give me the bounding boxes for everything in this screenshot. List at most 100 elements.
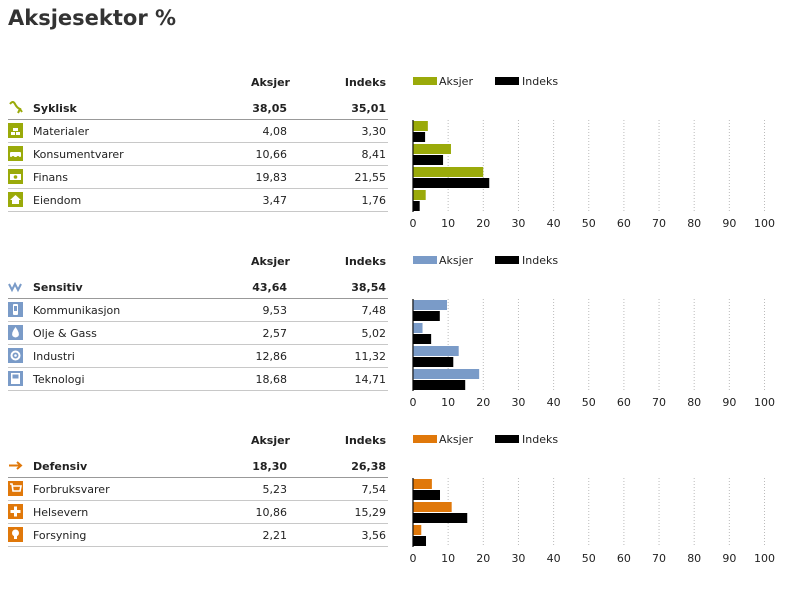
bar-aksjer <box>413 190 426 200</box>
row-indeks: 7,48 <box>361 304 387 317</box>
x-tick-label: 70 <box>652 396 666 409</box>
bar-aksjer <box>413 479 432 489</box>
total-indeks: 38,54 <box>351 281 386 294</box>
x-tick-label: 100 <box>754 552 775 565</box>
total-label: Syklisk <box>33 102 77 115</box>
x-tick-label: 50 <box>582 396 596 409</box>
bar-aksjer <box>413 525 422 535</box>
row-aksjer: 9,53 <box>262 304 288 317</box>
x-tick-label: 40 <box>547 396 561 409</box>
x-tick-label: 30 <box>511 396 525 409</box>
table-row: Finans 19,83 21,55 <box>8 166 388 189</box>
finance-icon <box>8 169 23 184</box>
section-cyclical: Aksjer Indeks Aksjer Indeks Syklisk 38,0… <box>0 75 791 236</box>
row-label: Teknologi <box>33 373 85 386</box>
x-tick-label: 20 <box>476 552 490 565</box>
sector-total-row: Sensitiv 43,64 38,54 <box>8 276 388 299</box>
row-indeks: 21,55 <box>354 171 387 184</box>
row-label: Forbruksvarer <box>33 483 110 496</box>
row-indeks: 14,71 <box>354 373 387 386</box>
x-tick-label: 90 <box>722 217 736 230</box>
industrials-icon <box>8 348 23 363</box>
x-tick-label: 60 <box>617 396 631 409</box>
bar-indeks <box>413 155 444 165</box>
bar-indeks <box>413 380 466 390</box>
x-tick-label: 40 <box>547 552 561 565</box>
bar-indeks <box>413 178 490 188</box>
legend-swatch-aksjer <box>413 435 437 443</box>
legend-swatch-indeks <box>495 435 519 443</box>
x-tick-label: 50 <box>582 552 596 565</box>
row-label: Finans <box>33 171 68 184</box>
x-tick-label: 100 <box>754 396 775 409</box>
row-label: Kommunikasjon <box>33 304 121 317</box>
x-tick-label: 80 <box>687 396 701 409</box>
section-sensitive: Aksjer Indeks Aksjer Indeks Sensitiv 43,… <box>0 254 791 415</box>
total-indeks: 35,01 <box>351 102 386 115</box>
technology-icon <box>8 371 23 386</box>
consumer-cyclical-icon <box>8 146 23 161</box>
x-tick-label: 30 <box>511 552 525 565</box>
legend-label-aksjer: Aksjer <box>439 254 473 267</box>
row-label: Konsumentvarer <box>33 148 124 161</box>
row-indeks: 3,56 <box>361 529 387 542</box>
bar-aksjer <box>413 121 428 131</box>
bar-indeks <box>413 311 440 321</box>
sector-total-row: Defensiv 18,30 26,38 <box>8 455 388 478</box>
legend-swatch-indeks <box>495 256 519 264</box>
x-tick-label: 70 <box>652 217 666 230</box>
row-indeks: 5,02 <box>361 327 387 340</box>
legend-swatch-indeks <box>495 77 519 85</box>
bar-aksjer <box>413 502 452 512</box>
legend-label-indeks: Indeks <box>522 254 559 267</box>
bar-aksjer <box>413 323 423 333</box>
table-row: Forbruksvarer 5,23 7,54 <box>8 478 388 501</box>
oil-gas-icon <box>8 325 23 340</box>
row-aksjer: 2,57 <box>262 327 288 340</box>
row-indeks: 3,30 <box>361 125 387 138</box>
x-tick-label: 0 <box>410 552 417 565</box>
bar-indeks <box>413 201 420 211</box>
table-row: Teknologi 18,68 14,71 <box>8 368 388 391</box>
row-aksjer: 10,86 <box>255 506 288 519</box>
row-label: Forsyning <box>33 529 87 542</box>
column-header-aksjer: Aksjer <box>250 255 290 268</box>
bar-indeks <box>413 513 468 523</box>
bar-indeks <box>413 536 427 546</box>
bar-aksjer <box>413 369 480 379</box>
x-tick-label: 40 <box>547 217 561 230</box>
x-tick-label: 60 <box>617 217 631 230</box>
real-estate-icon <box>8 192 23 207</box>
bar-aksjer <box>413 346 459 356</box>
row-aksjer: 4,08 <box>262 125 288 138</box>
row-aksjer: 19,83 <box>255 171 288 184</box>
total-label: Sensitiv <box>33 281 83 294</box>
materials-icon <box>8 123 23 138</box>
page-title: Aksjesektor % <box>8 6 177 30</box>
x-tick-label: 20 <box>476 217 490 230</box>
total-indeks: 26,38 <box>351 460 386 473</box>
legend-swatch-aksjer <box>413 256 437 264</box>
bar-indeks <box>413 357 454 367</box>
legend-swatch-aksjer <box>413 77 437 85</box>
row-label: Helsevern <box>33 506 89 519</box>
utilities-icon <box>8 527 23 542</box>
x-tick-label: 80 <box>687 552 701 565</box>
communication-icon <box>8 302 23 317</box>
x-tick-label: 0 <box>410 217 417 230</box>
row-aksjer: 10,66 <box>255 148 288 161</box>
consumer-defensive-icon <box>8 481 23 496</box>
table-row: Eiendom 3,47 1,76 <box>8 189 388 212</box>
row-label: Materialer <box>33 125 89 138</box>
bar-chart-sensitive: 0 10 20 30 40 50 60 70 80 90 100 <box>410 299 775 409</box>
row-indeks: 8,41 <box>361 148 387 161</box>
row-label: Industri <box>33 350 75 363</box>
row-aksjer: 2,21 <box>262 529 288 542</box>
sector-total-row: Syklisk 38,05 35,01 <box>8 97 388 120</box>
column-header-indeks: Indeks <box>344 434 386 447</box>
total-aksjer: 43,64 <box>252 281 287 294</box>
legend-label-aksjer: Aksjer <box>439 75 473 88</box>
bar-indeks <box>413 334 432 344</box>
total-aksjer: 18,30 <box>252 460 287 473</box>
bar-chart-cyclical: 0 10 20 30 40 50 60 70 80 90 100 <box>410 120 775 230</box>
